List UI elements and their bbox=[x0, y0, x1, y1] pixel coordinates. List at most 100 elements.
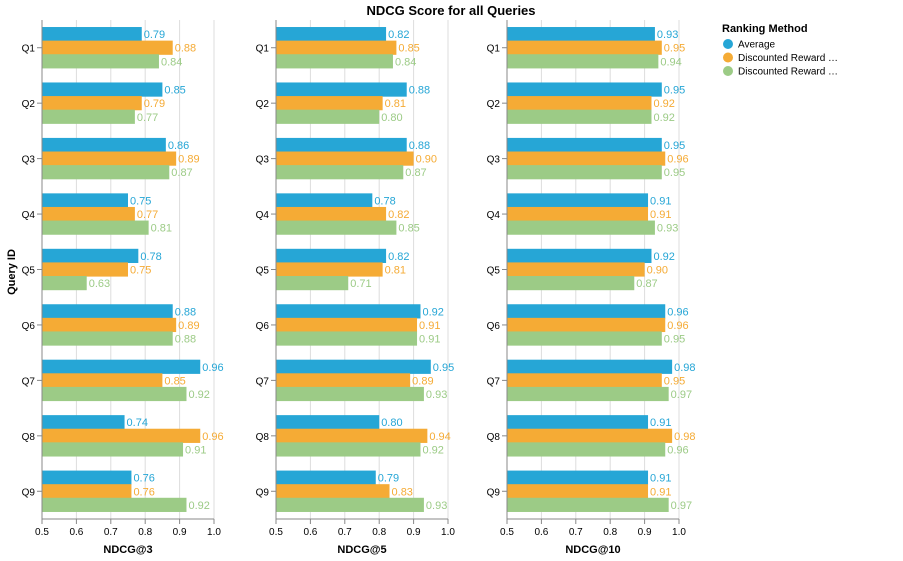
x-tick-label: 1.0 bbox=[441, 527, 455, 538]
bar bbox=[507, 331, 662, 346]
bar bbox=[276, 137, 407, 153]
data-label: 0.91 bbox=[650, 209, 671, 221]
x-tick-label: 0.8 bbox=[138, 527, 152, 538]
data-label: 0.88 bbox=[409, 140, 430, 152]
bar bbox=[42, 262, 128, 277]
data-label: 0.77 bbox=[137, 112, 158, 124]
data-label: 0.89 bbox=[412, 375, 433, 387]
data-label: 0.81 bbox=[385, 98, 406, 110]
bar bbox=[507, 40, 662, 55]
data-label: 0.97 bbox=[671, 389, 692, 401]
bar bbox=[507, 193, 649, 208]
data-label: 0.98 bbox=[674, 362, 695, 374]
bar bbox=[507, 206, 649, 222]
data-label: 0.89 bbox=[178, 154, 199, 166]
data-label: 0.87 bbox=[171, 167, 192, 179]
bar bbox=[42, 276, 87, 291]
data-label: 0.95 bbox=[664, 43, 685, 55]
data-label: 0.96 bbox=[667, 306, 688, 318]
data-label: 0.85 bbox=[164, 85, 185, 97]
data-label: 0.82 bbox=[388, 209, 409, 221]
bar bbox=[276, 82, 407, 97]
bar bbox=[42, 151, 177, 166]
data-label: 0.92 bbox=[653, 98, 674, 110]
data-label: 0.82 bbox=[388, 251, 409, 263]
data-label: 0.92 bbox=[188, 500, 209, 512]
bar bbox=[42, 248, 139, 263]
data-label: 0.85 bbox=[398, 43, 419, 55]
x-tick-label: 1.0 bbox=[672, 527, 686, 538]
legend-swatch bbox=[723, 52, 733, 63]
bar bbox=[42, 206, 135, 222]
data-label: 0.75 bbox=[130, 195, 151, 207]
data-label: 0.92 bbox=[188, 389, 209, 401]
category-label: Q5 bbox=[22, 266, 36, 277]
bar bbox=[507, 442, 666, 457]
category-label: Q6 bbox=[22, 321, 36, 332]
bar bbox=[42, 82, 163, 97]
x-tick-label: 0.6 bbox=[534, 527, 548, 538]
x-axis-title: NDCG@3 bbox=[103, 544, 152, 556]
bar bbox=[507, 415, 649, 430]
data-label: 0.90 bbox=[416, 154, 437, 166]
bar bbox=[42, 137, 166, 153]
data-label: 0.98 bbox=[674, 431, 695, 443]
bar bbox=[276, 96, 383, 111]
data-label: 0.92 bbox=[653, 251, 674, 263]
data-label: 0.96 bbox=[667, 444, 688, 456]
bar bbox=[276, 27, 387, 42]
bar bbox=[42, 359, 201, 374]
data-label: 0.95 bbox=[664, 334, 685, 346]
data-label: 0.63 bbox=[89, 278, 110, 290]
bar bbox=[507, 304, 666, 319]
legend-label: Discounted Reward … bbox=[738, 67, 838, 78]
bar bbox=[42, 331, 173, 346]
bar bbox=[42, 442, 184, 457]
x-tick-label: 0.6 bbox=[69, 527, 83, 538]
x-tick-label: 0.5 bbox=[35, 527, 49, 538]
bar bbox=[507, 137, 662, 153]
bar bbox=[507, 276, 635, 291]
category-label: Q6 bbox=[256, 321, 270, 332]
data-label: 0.91 bbox=[419, 334, 440, 346]
bar bbox=[276, 304, 421, 319]
x-tick-label: 0.7 bbox=[104, 527, 118, 538]
bar bbox=[276, 109, 380, 124]
data-label: 0.91 bbox=[650, 417, 671, 429]
bar bbox=[507, 359, 673, 374]
bar bbox=[276, 428, 428, 443]
bar bbox=[276, 40, 397, 55]
bar bbox=[276, 497, 424, 512]
bar bbox=[276, 262, 383, 277]
data-label: 0.87 bbox=[405, 167, 426, 179]
x-tick-label: 1.0 bbox=[207, 527, 221, 538]
data-label: 0.89 bbox=[178, 320, 199, 332]
bar bbox=[507, 386, 669, 402]
bar bbox=[42, 497, 187, 512]
bar bbox=[42, 54, 159, 69]
bar bbox=[507, 470, 649, 485]
legend-label: Discounted Reward … bbox=[738, 53, 838, 64]
chart-panels: 0.5 0.6 0.7 0.8 0.9 1.00.790.880.84Q10.850.79… bbox=[22, 20, 696, 556]
category-label: Q5 bbox=[256, 266, 270, 277]
x-tick-label: 0.9 bbox=[407, 527, 421, 538]
data-label: 0.95 bbox=[664, 140, 685, 152]
x-tick-label: 0.7 bbox=[338, 527, 352, 538]
bar bbox=[276, 165, 404, 180]
category-label: Q6 bbox=[487, 321, 501, 332]
panel-1: 0.5 0.6 0.7 0.8 0.9 1.00.790.880.84Q10.850.79… bbox=[22, 20, 224, 556]
data-label: 0.92 bbox=[653, 112, 674, 124]
data-label: 0.93 bbox=[657, 223, 678, 235]
data-label: 0.92 bbox=[422, 444, 443, 456]
bar bbox=[507, 428, 673, 443]
legend-label: Average bbox=[738, 40, 776, 51]
x-tick-label: 0.9 bbox=[173, 527, 187, 538]
bar bbox=[42, 304, 173, 319]
data-label: 0.94 bbox=[429, 431, 450, 443]
bar bbox=[507, 82, 662, 97]
bar bbox=[42, 484, 132, 499]
bar bbox=[42, 40, 173, 55]
data-label: 0.76 bbox=[133, 486, 154, 498]
x-tick-label: 0.6 bbox=[303, 527, 317, 538]
bar bbox=[42, 428, 201, 443]
